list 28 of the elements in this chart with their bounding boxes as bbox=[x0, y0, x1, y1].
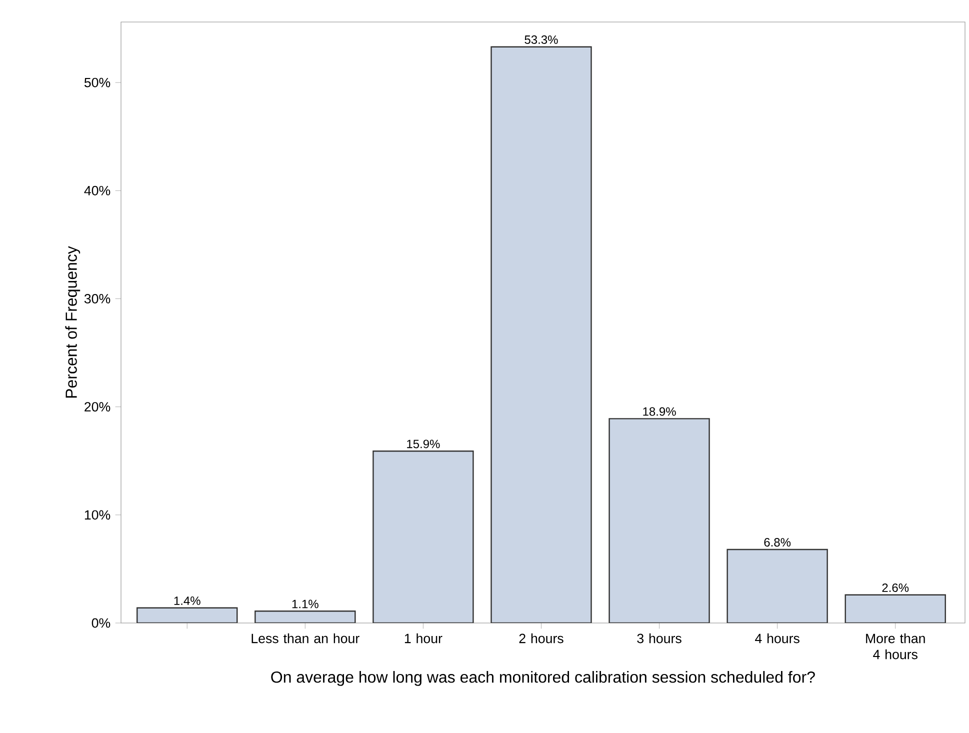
x-tick-label: More than 4 hours bbox=[866, 633, 925, 660]
bar bbox=[255, 611, 356, 623]
data-label: 53.3% bbox=[524, 35, 558, 44]
data-label: 1.4% bbox=[174, 596, 200, 605]
bar bbox=[137, 608, 238, 623]
data-label: 2.6% bbox=[882, 583, 909, 592]
y-tick-label: 50% bbox=[84, 78, 110, 88]
y-tick-label: 20% bbox=[84, 402, 110, 412]
x-tick-label: 1 hour bbox=[404, 633, 442, 644]
x-tick-label: 3 hours bbox=[637, 633, 682, 644]
bar bbox=[373, 451, 474, 623]
bar bbox=[727, 549, 828, 623]
bar bbox=[491, 46, 592, 623]
data-label: 6.8% bbox=[764, 538, 791, 547]
y-tick-label: 10% bbox=[84, 510, 110, 520]
x-tick-label: 4 hours bbox=[755, 633, 800, 644]
y-tick-label: 30% bbox=[84, 294, 110, 304]
y-tick-label: 0% bbox=[92, 618, 110, 628]
bar bbox=[844, 594, 946, 623]
y-tick-label: 40% bbox=[84, 186, 110, 196]
data-label: 15.9% bbox=[407, 440, 440, 448]
bar bbox=[609, 418, 710, 623]
y-axis-title: Percent of Frequency bbox=[65, 246, 80, 398]
x-tick-label: 2 hours bbox=[519, 633, 564, 644]
data-label: 18.9% bbox=[643, 407, 676, 416]
x-axis-title: On average how long was each monitored calibration session scheduled for? bbox=[271, 671, 815, 686]
x-tick-label: Less than an hour bbox=[252, 633, 360, 644]
data-label: 1.1% bbox=[292, 600, 318, 608]
